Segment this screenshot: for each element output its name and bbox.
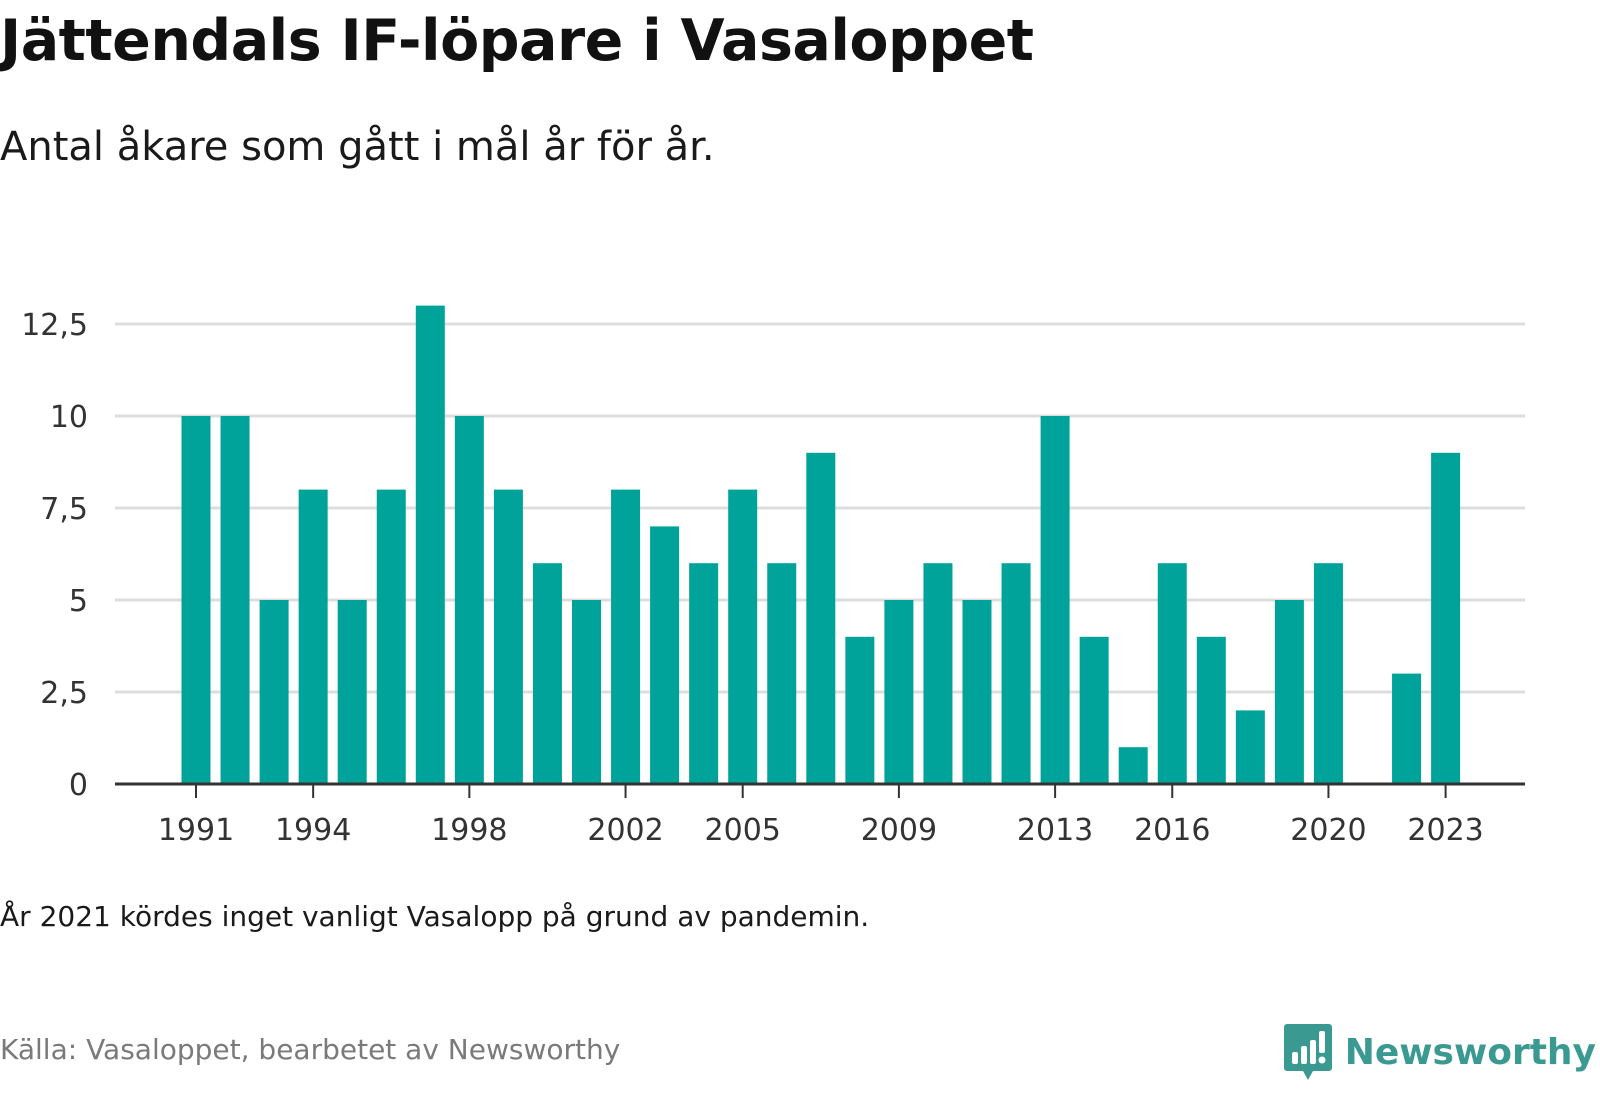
brand-logo: Newsworthy [1283,1020,1596,1084]
x-tick-label: 2020 [1290,813,1366,848]
chart-note: År 2021 kördes inget vanligt Vasalopp på… [0,900,870,933]
bar-2011 [962,600,992,784]
bar-chart: 0 2,5 5 7,5 10 12,5 1991 1994 1998 2002 2005 2009 20… [21,305,1525,848]
bar-1997 [415,305,445,784]
y-tick-label: 7,5 [40,492,88,527]
bar-2012 [1001,563,1031,784]
bar-2009 [884,600,914,784]
bar-2002 [611,489,641,784]
bar-2007 [806,452,836,784]
bar-2000 [532,563,562,784]
bar-1994 [298,489,328,784]
brand-name: Newsworthy [1344,1031,1596,1073]
y-tick-label: 5 [69,584,88,619]
bar-2016 [1157,563,1187,784]
bar-1993 [259,600,289,784]
y-tick-label: 12,5 [21,308,88,343]
x-tick-label: 1994 [275,813,351,848]
bar-1992 [220,416,250,784]
bar-2004 [689,563,719,784]
x-tick-label: 2023 [1407,813,1483,848]
bar-1991 [181,416,211,784]
bar-2020 [1313,563,1343,784]
x-tick-label: 2013 [1017,813,1093,848]
bar-1998 [454,416,484,784]
x-tick-label: 1998 [431,813,507,848]
source-credit: Källa: Vasaloppet, bearbetet av Newswort… [0,1033,621,1066]
bar-1996 [376,489,406,784]
bar-1995 [337,600,367,784]
bar-2022 [1392,673,1422,784]
y-tick-label: 0 [69,768,88,803]
x-tick-label: 1991 [158,813,234,848]
y-tick-label: 2,5 [40,676,88,711]
x-tick-label: 2002 [587,813,663,848]
bars [181,305,1461,784]
bar-2008 [845,636,875,784]
x-tick-label: 2005 [705,813,781,848]
newsworthy-logo-icon [1283,1024,1332,1080]
bar-2001 [572,600,601,784]
bar-2005 [728,489,758,784]
bar-2019 [1274,600,1304,784]
bar-2006 [767,563,797,784]
bar-2014 [1079,636,1109,784]
axes: 0 2,5 5 7,5 10 12,5 1991 1994 1998 2002 2005 2009 20… [21,308,1525,848]
x-tick-label: 2009 [861,813,937,848]
x-tick-label: 2016 [1134,813,1210,848]
chart-title: Jättendals IF-löpare i Vasaloppet [0,8,1034,74]
bar-2013 [1040,416,1070,784]
chart-subtitle: Antal åkare som gått i mål år för år. [0,124,715,170]
y-tick-label: 10 [50,400,88,435]
bar-2017 [1196,636,1226,784]
bar-1999 [493,489,523,784]
bar-2010 [923,563,953,784]
bar-2023 [1431,452,1461,784]
bar-2018 [1235,710,1265,784]
bar-2015 [1118,747,1148,784]
bar-2003 [650,526,680,784]
